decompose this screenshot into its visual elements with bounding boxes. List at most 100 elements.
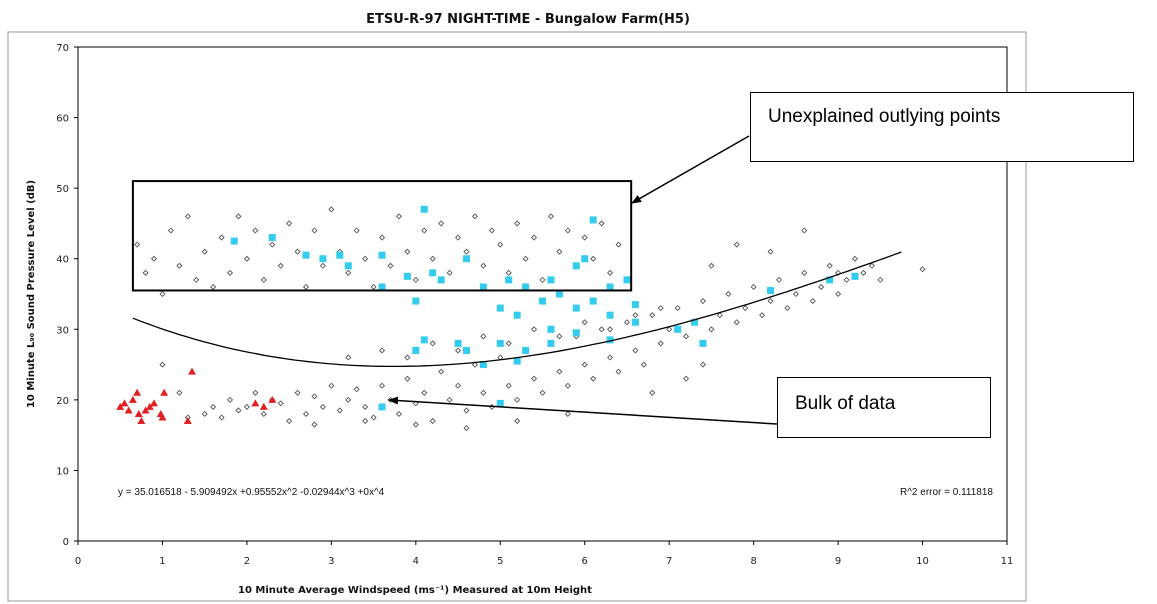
data-point-diamond — [598, 326, 605, 333]
data-point-diamond — [851, 255, 859, 262]
data-point-diamond — [311, 421, 318, 428]
data-point-diamond — [742, 305, 749, 312]
data-point-diamond — [632, 312, 639, 319]
data-point-diamond — [286, 220, 293, 227]
data-point-diamond — [531, 375, 538, 382]
y-tick-label: 60 — [56, 114, 69, 125]
data-point-diamond — [286, 417, 293, 425]
data-point-square — [302, 251, 310, 259]
chart-title: ETSU-R-97 NIGHT-TIME - Bungalow Farm(H5) — [366, 12, 690, 27]
data-point-triangle — [251, 399, 260, 407]
data-point-diamond — [564, 410, 571, 418]
data-point-square — [826, 276, 834, 284]
data-point-diamond — [353, 386, 360, 393]
data-point-diamond — [607, 269, 614, 276]
data-point-diamond — [184, 213, 191, 220]
y-axis-label: 10 Minute L₉₀ Sound Pressure Level (dB) — [26, 180, 37, 408]
data-point-triangle — [141, 406, 150, 414]
data-point-diamond — [260, 276, 267, 283]
data-point-square — [462, 255, 470, 263]
x-axis-label: 10 Minute Average Windspeed (ms⁻¹) Measu… — [238, 585, 592, 596]
data-point-square — [631, 318, 639, 326]
data-point-diamond — [404, 375, 411, 382]
data-point-square — [767, 286, 775, 294]
data-point-diamond — [767, 298, 774, 305]
callout-outliers: Unexplained outlying points — [750, 92, 1134, 162]
data-point-square — [522, 283, 530, 291]
data-point-square — [513, 311, 521, 319]
data-point-diamond — [134, 241, 141, 248]
data-point-diamond — [226, 269, 234, 276]
y-tick-label: 10 — [56, 466, 69, 477]
data-point-square — [268, 234, 276, 242]
data-point-square — [479, 361, 487, 369]
data-point-diamond — [640, 361, 647, 368]
data-point-diamond — [826, 262, 833, 269]
data-point-square — [496, 339, 504, 347]
data-point-diamond — [362, 403, 369, 410]
data-point-square — [420, 336, 428, 344]
data-point-square — [230, 237, 238, 245]
data-point-diamond — [480, 389, 487, 396]
outlier-highlight-box — [131, 180, 633, 292]
data-point-diamond — [581, 319, 588, 326]
data-point-diamond — [235, 213, 242, 220]
data-point-diamond — [471, 361, 478, 368]
data-point-diamond — [150, 255, 158, 262]
x-tick-label: 11 — [1001, 556, 1014, 567]
data-point-diamond — [725, 290, 732, 298]
data-point-diamond — [159, 290, 166, 298]
data-point-square — [479, 283, 487, 291]
data-point-diamond — [505, 382, 512, 389]
data-point-diamond — [759, 312, 766, 319]
data-point-square — [319, 255, 327, 263]
data-point-diamond — [404, 354, 411, 361]
x-tick-label: 0 — [75, 556, 81, 567]
data-point-square — [674, 325, 682, 333]
data-point-diamond — [260, 410, 267, 418]
data-point-diamond — [623, 319, 630, 326]
data-point-diamond — [539, 389, 546, 396]
data-point-square — [606, 283, 614, 291]
data-point-diamond — [226, 396, 234, 403]
data-point-diamond — [708, 262, 715, 269]
data-point-square — [547, 276, 555, 284]
data-point-diamond — [632, 347, 639, 354]
data-point-diamond — [775, 276, 783, 283]
data-point-diamond — [294, 248, 301, 255]
data-point-diamond — [818, 283, 825, 290]
data-point-diamond — [514, 417, 521, 425]
data-point-diamond — [378, 382, 386, 389]
data-point-diamond — [607, 354, 614, 361]
data-point-diamond — [319, 403, 326, 410]
data-point-square — [344, 262, 352, 270]
data-point-triangle — [183, 417, 192, 425]
data-point-diamond — [378, 347, 386, 354]
data-point-diamond — [699, 298, 707, 305]
data-point-diamond — [809, 298, 816, 305]
data-point-diamond — [429, 255, 436, 262]
data-point-square — [378, 403, 386, 411]
data-point-diamond — [522, 255, 529, 262]
data-point-diamond — [252, 389, 259, 396]
data-point-diamond — [733, 241, 740, 248]
outliers-arrow — [631, 135, 750, 204]
data-point-diamond — [328, 206, 335, 213]
x-tick-label: 5 — [497, 556, 503, 567]
data-point-diamond — [362, 255, 369, 262]
data-point-triangle — [259, 402, 268, 410]
data-point-triangle — [160, 388, 169, 396]
data-point-diamond — [590, 375, 597, 382]
callout-bulk: Bulk of data — [777, 377, 991, 438]
data-point-triangle — [134, 409, 143, 417]
data-point-diamond — [438, 220, 445, 227]
data-point-diamond — [455, 382, 462, 389]
data-point-diamond — [362, 417, 369, 425]
data-point-diamond — [699, 361, 707, 368]
data-point-diamond — [176, 262, 183, 269]
data-point-square — [572, 262, 580, 270]
data-point-diamond — [615, 241, 622, 248]
data-point-diamond — [531, 234, 538, 241]
data-point-diamond — [514, 396, 521, 403]
x-tick-label: 6 — [582, 556, 588, 567]
